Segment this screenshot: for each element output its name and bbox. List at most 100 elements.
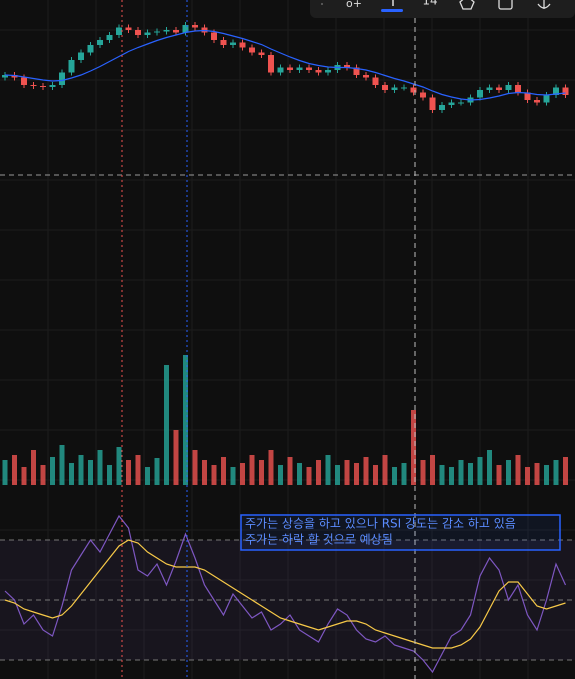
- candle-body: [192, 25, 198, 28]
- candle-body: [78, 52, 84, 60]
- candle-body: [277, 67, 284, 73]
- volume-bar: [78, 455, 84, 485]
- line-series: [4, 29, 566, 101]
- candle-body: [59, 72, 65, 85]
- volume-bar: [553, 460, 559, 485]
- candle-body: [182, 25, 189, 33]
- volume-bar: [458, 460, 464, 485]
- volume-bar: [97, 450, 103, 485]
- volume-bar: [525, 467, 530, 485]
- candle-body: [325, 70, 331, 73]
- candle-body: [543, 95, 550, 103]
- candle-body: [382, 85, 388, 90]
- candle-body: [21, 77, 27, 85]
- candle-body: [477, 90, 483, 98]
- volume-bar: [373, 465, 378, 485]
- candle-body: [315, 70, 322, 73]
- volume-bar: [126, 460, 131, 485]
- candle-body: [68, 60, 75, 73]
- candle-body: [448, 102, 455, 105]
- candle-body: [410, 87, 417, 93]
- candle-body: [106, 35, 113, 40]
- volume-bar: [392, 467, 397, 485]
- candle-body: [534, 100, 540, 103]
- volume-bar: [107, 465, 112, 485]
- volume-bar: [59, 445, 65, 485]
- volume-bar: [173, 430, 179, 485]
- anchor-icon[interactable]: [537, 0, 551, 9]
- volume-bar: [221, 457, 226, 485]
- volume-bar: [563, 457, 568, 485]
- volume-bar: [278, 465, 283, 485]
- shape-icon[interactable]: [459, 0, 475, 10]
- add-icon[interactable]: o+: [346, 0, 362, 10]
- candle-body: [353, 67, 360, 75]
- candle-body: [239, 42, 246, 48]
- volume-bar: [164, 365, 169, 485]
- candle-body: [391, 87, 398, 90]
- volume-bar: [316, 460, 321, 485]
- candle-body: [87, 45, 94, 53]
- annotation-box[interactable]: [240, 514, 561, 551]
- volume-bar: [411, 410, 416, 485]
- volume-bar: [69, 463, 74, 485]
- volume-bar: [335, 465, 340, 485]
- line-series: [4, 539, 566, 649]
- candle-body: [220, 40, 227, 45]
- candle-body: [496, 87, 502, 90]
- candle-body: [420, 92, 426, 98]
- volume-bar: [487, 450, 492, 485]
- volume-bar: [439, 465, 445, 485]
- candle-body: [562, 87, 569, 95]
- candle-body: [429, 97, 436, 110]
- candle-body: [344, 65, 350, 68]
- volume-bar: [430, 455, 435, 485]
- volume-bar: [249, 455, 255, 485]
- candle-body: [173, 30, 179, 33]
- volume-bar: [344, 460, 350, 485]
- candle-body: [515, 85, 521, 93]
- annotation-text: 주가는 하락 할 것으로 예상됨: [245, 533, 393, 547]
- candle-body: [553, 87, 559, 95]
- candle-body: [40, 86, 46, 87]
- volume-bar: [21, 467, 27, 485]
- candle-body: [11, 75, 18, 78]
- candle-body: [363, 75, 369, 78]
- annotation-text: 주가는 상승을 하고 있으나 RSI 강도는 감소 하고 있음: [245, 517, 516, 531]
- marks: [0, 22, 575, 674]
- candle-body: [306, 67, 312, 70]
- volume-bar: [506, 460, 511, 485]
- candle-body: [49, 85, 56, 87]
- candle-body: [249, 47, 255, 53]
- candle-body: [97, 40, 103, 45]
- drag-handle[interactable]: [321, 3, 323, 5]
- volume-bar: [40, 465, 46, 485]
- info-icon[interactable]: [498, 0, 513, 10]
- candle-body: [230, 42, 236, 45]
- candle-body: [211, 32, 217, 40]
- candle-body: [154, 31, 160, 33]
- volume-bar: [154, 458, 160, 485]
- candle-body: [505, 85, 512, 90]
- candle-body: [458, 102, 464, 104]
- interval[interactable]: 14: [422, 0, 437, 8]
- volume-bar: [401, 463, 407, 485]
- candle-body: [296, 67, 303, 70]
- volume-bar: [135, 455, 141, 485]
- candle-body: [486, 87, 493, 90]
- toolbar: o+ 14: [310, 0, 575, 18]
- volume-bar: [192, 450, 198, 485]
- volume-bar: [12, 455, 17, 485]
- volume-bar: [420, 460, 426, 485]
- volume-bar: [468, 463, 473, 485]
- volume-bar: [363, 457, 369, 485]
- candle-body: [268, 55, 274, 73]
- volume-bar: [306, 467, 312, 485]
- volume-bar: [477, 457, 483, 485]
- volume-bar: [325, 455, 331, 485]
- candle-body: [2, 75, 8, 78]
- volume-bar: [259, 460, 264, 485]
